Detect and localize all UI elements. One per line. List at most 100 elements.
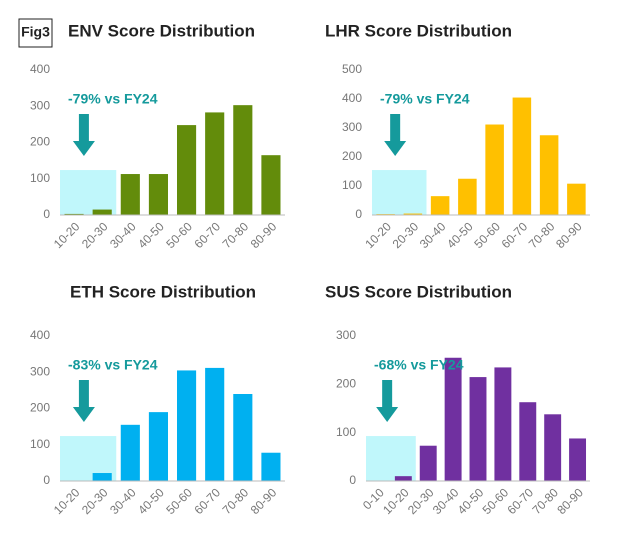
arrow-shaft [390, 114, 401, 142]
x-tick-label: 80-90 [553, 219, 585, 251]
annotation: -68% vs FY24 [374, 357, 464, 373]
bar [494, 367, 512, 481]
x-tick-label: 10-20 [380, 485, 412, 517]
bar [233, 105, 253, 215]
highlight-box [60, 170, 117, 215]
bar [458, 178, 477, 215]
bar [419, 445, 437, 481]
y-tick-label: 300 [30, 364, 50, 378]
bar [430, 196, 450, 215]
y-tick-label: 0 [43, 207, 50, 221]
bar [120, 174, 140, 215]
y-tick-label: 400 [30, 62, 50, 76]
bar [569, 438, 587, 481]
y-tick-label: 300 [30, 98, 50, 112]
bar [233, 394, 253, 481]
x-tick-label: 30-40 [430, 485, 462, 517]
bar [261, 452, 281, 481]
bar [205, 112, 225, 215]
x-tick-label: 20-30 [79, 485, 111, 517]
y-tick-label: 0 [43, 473, 50, 487]
x-tick-label: 60-70 [191, 219, 223, 251]
x-tick-label: 60-70 [505, 485, 537, 517]
bar [539, 135, 559, 215]
y-tick-label: 300 [336, 328, 356, 342]
x-tick-label: 70-80 [529, 485, 561, 517]
x-tick-label: 20-30 [405, 485, 437, 517]
x-tick-label: 50-60 [471, 219, 503, 251]
y-tick-label: 500 [342, 62, 362, 76]
bar [485, 124, 504, 215]
arrow-head [384, 141, 407, 156]
x-tick-label: 10-20 [362, 219, 394, 251]
x-tick-label: 60-70 [499, 219, 531, 251]
bar [177, 370, 197, 481]
figure-label: Fig3 [21, 24, 50, 40]
x-tick-label: 50-60 [480, 485, 512, 517]
arrow-shaft [78, 114, 89, 142]
x-tick-label: 50-60 [163, 219, 195, 251]
x-tick-label: 30-40 [107, 219, 139, 251]
highlight-box [372, 170, 427, 215]
x-tick-label: 30-40 [417, 219, 449, 251]
x-tick-label: 70-80 [220, 485, 252, 517]
arrow-shaft [78, 380, 89, 408]
bar [148, 174, 168, 215]
annotation: -83% vs FY24 [68, 357, 158, 373]
x-tick-label: 70-80 [220, 219, 252, 251]
bar [512, 97, 532, 215]
chart-title: LHR Score Distribution [325, 21, 512, 40]
bar [567, 183, 586, 215]
highlight-box [366, 436, 416, 481]
x-tick-label: 50-60 [163, 485, 195, 517]
y-tick-label: 0 [355, 207, 362, 221]
annotation: -79% vs FY24 [380, 91, 470, 107]
bar [177, 125, 197, 215]
chart-title: SUS Score Distribution [325, 282, 512, 301]
x-tick-label: 30-40 [107, 485, 139, 517]
x-tick-label: 40-50 [444, 219, 476, 251]
bar [544, 414, 562, 481]
y-tick-label: 200 [30, 135, 50, 149]
y-tick-label: 100 [30, 437, 50, 451]
bar [261, 155, 281, 215]
x-tick-label: 70-80 [526, 219, 558, 251]
bar [148, 412, 168, 481]
y-tick-label: 100 [342, 178, 362, 192]
x-tick-label: 20-30 [79, 219, 111, 251]
x-tick-label: 60-70 [191, 485, 223, 517]
y-tick-label: 100 [336, 425, 356, 439]
x-tick-label: 10-20 [51, 219, 83, 251]
bar [205, 367, 225, 481]
arrow-head [72, 141, 95, 156]
arrow-head [72, 407, 95, 422]
x-tick-label: 80-90 [554, 485, 586, 517]
x-tick-label: 40-50 [455, 485, 487, 517]
x-tick-label: 10-20 [51, 485, 83, 517]
y-tick-label: 400 [342, 91, 362, 105]
arrow-shaft [382, 380, 393, 408]
figure-label-box [18, 18, 53, 48]
bar [64, 213, 84, 215]
bar [444, 357, 462, 481]
y-tick-label: 200 [342, 149, 362, 163]
bar [519, 402, 537, 481]
bar [92, 473, 112, 481]
bar [120, 424, 140, 481]
annotation: -79% vs FY24 [68, 91, 158, 107]
bar [394, 476, 412, 481]
bar [469, 377, 487, 481]
arrow-head [376, 407, 399, 422]
y-tick-label: 300 [342, 120, 362, 134]
bar [92, 209, 112, 215]
x-tick-label: 80-90 [248, 485, 280, 517]
x-tick-label: 40-50 [135, 485, 167, 517]
chart-title: ETH Score Distribution [70, 282, 256, 301]
y-tick-label: 200 [30, 401, 50, 415]
x-tick-label: 40-50 [135, 219, 167, 251]
chart-title: ENV Score Distribution [68, 21, 255, 40]
x-tick-label: 80-90 [248, 219, 280, 251]
bar [403, 213, 423, 215]
y-tick-label: 0 [349, 473, 356, 487]
